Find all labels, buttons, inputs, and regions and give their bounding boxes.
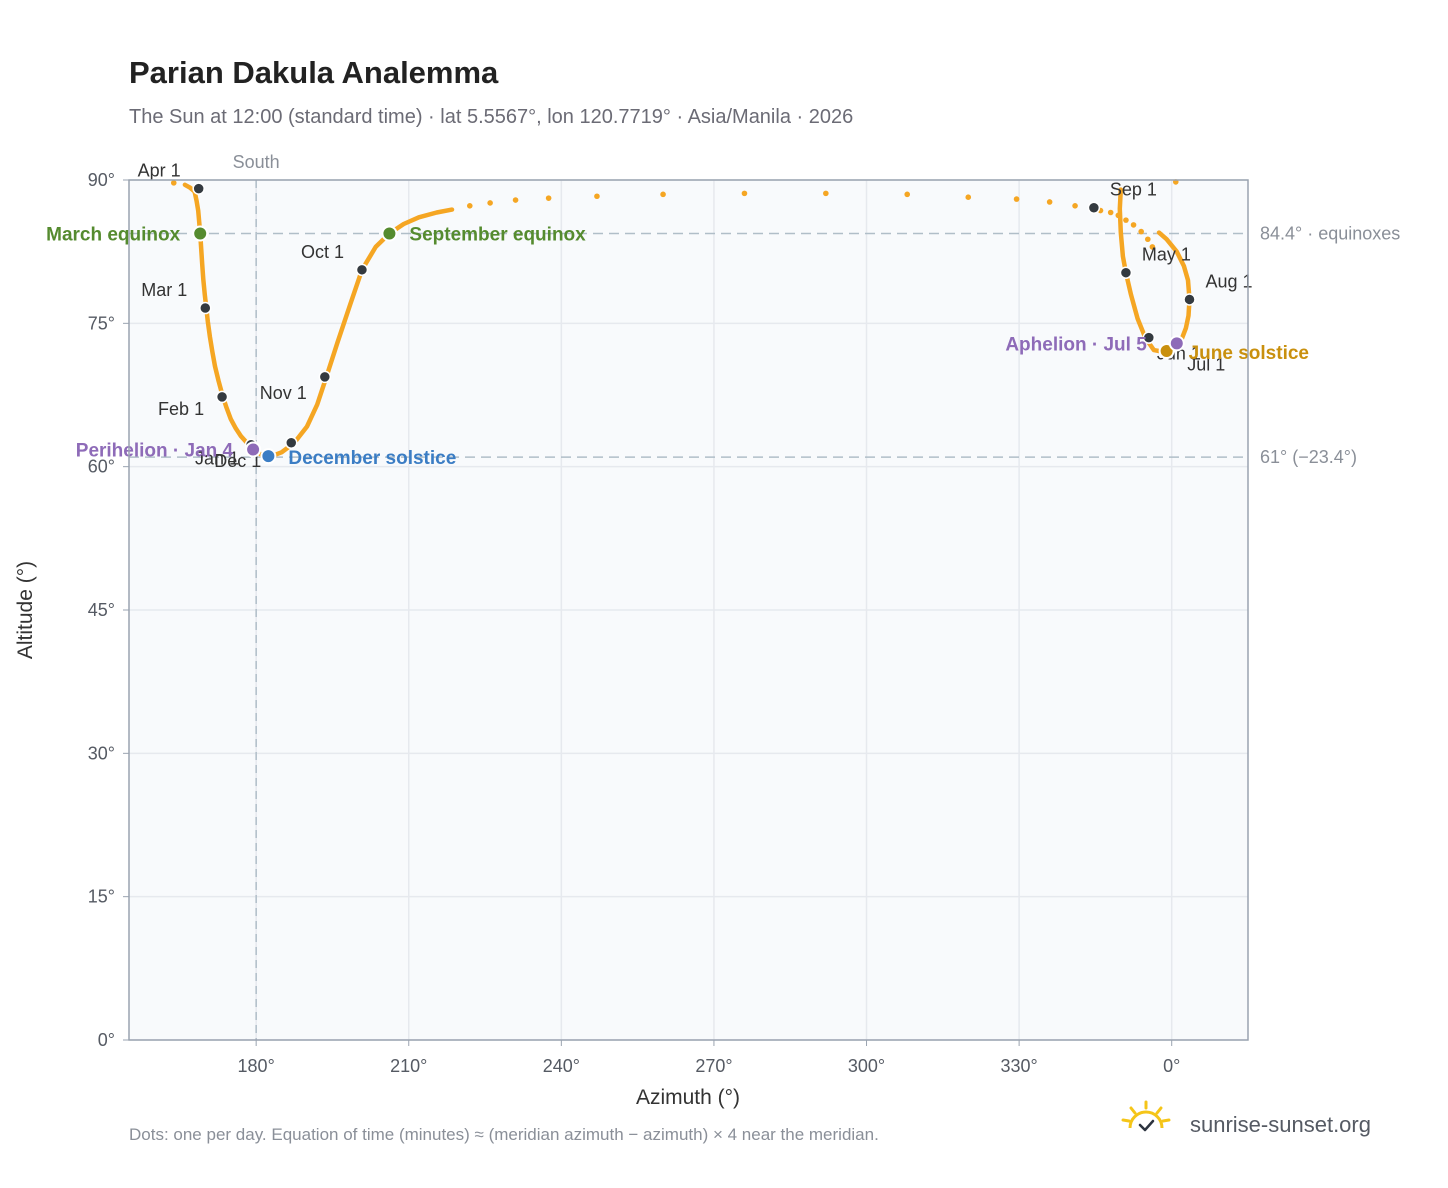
- month-label: Aug 1: [1206, 271, 1253, 291]
- month-label: Nov 1: [260, 383, 307, 403]
- month-marker-dot: [215, 390, 229, 404]
- daily-dot: [1144, 236, 1151, 243]
- reference-lines: South 84.4° · equinoxes 61° (−23.4°): [129, 152, 1400, 1040]
- y-tick-label: 15°: [88, 887, 115, 907]
- event-label: December solstice: [288, 448, 456, 469]
- month-marker-dot: [285, 436, 298, 450]
- daily-dot: [1149, 244, 1156, 250]
- y-tick-label: 60°: [88, 457, 115, 477]
- daily-dot: [660, 191, 666, 198]
- month-label: Sep 1: [1110, 180, 1157, 200]
- x-tick-label: 210°: [390, 1056, 427, 1076]
- daily-dot: [487, 200, 493, 206]
- event-label: Perihelion · Jan 4: [76, 440, 234, 461]
- y-tick-label: 90°: [88, 170, 115, 190]
- daily-dot: [965, 194, 972, 200]
- daily-dot: [170, 180, 177, 186]
- daily-dot: [1013, 196, 1020, 202]
- event-marker-dot: [1168, 335, 1185, 352]
- x-tick-label: 300°: [848, 1056, 885, 1076]
- daily-dot: [512, 197, 519, 203]
- month-marker-dot: [1119, 266, 1133, 279]
- month-label: Mar 1: [141, 280, 187, 300]
- month-marker-dot: [355, 263, 369, 277]
- x-tick-label: 240°: [543, 1056, 580, 1076]
- month-marker-dot: [1087, 201, 1101, 214]
- y-tick-label: 45°: [88, 600, 115, 620]
- month-label: Jan 1: [195, 449, 239, 469]
- daily-dot: [1107, 209, 1114, 216]
- daily-dot: [741, 190, 748, 197]
- y-tick-label: 0°: [98, 1030, 115, 1050]
- event-label: March equinox: [46, 225, 181, 246]
- daily-dot: [904, 191, 911, 198]
- month-label: Feb 1: [158, 399, 204, 419]
- month-label: May 1: [1142, 245, 1191, 265]
- analemma-path-south: [182, 182, 259, 454]
- month-label: Oct 1: [301, 242, 344, 262]
- chart-title: Parian Dakula Analemma: [129, 55, 499, 90]
- x-tick-label: 0°: [1163, 1056, 1180, 1076]
- event-label: June solstice: [1189, 343, 1309, 364]
- event-markers: March equinox September equinox December s…: [46, 225, 1309, 470]
- x-axis-title: Azimuth (°): [636, 1086, 740, 1109]
- south-label: South: [233, 152, 280, 172]
- altitude-reference-label: 61° (−23.4°): [1260, 447, 1357, 467]
- event-label: Aphelion · Jul 5: [1005, 334, 1147, 355]
- daily-dot: [545, 195, 552, 201]
- y-axis-title: Altitude (°): [14, 561, 37, 659]
- daily-dot: [1115, 212, 1122, 219]
- analemma-path-rise: [253, 207, 455, 459]
- daily-dot: [1123, 217, 1129, 223]
- brand-name: sunrise-sunset.org: [1190, 1112, 1371, 1137]
- axis-ticks: 180° 210° 240° 270° 300° 330° 0° 0° 15° 30° 45° 60°…: [88, 170, 1181, 1076]
- event-marker-dot: [381, 225, 398, 242]
- altitude-reference-label: 84.4° · equinoxes: [1260, 224, 1400, 244]
- y-tick-label: 30°: [88, 743, 115, 763]
- event-label: September equinox: [409, 225, 586, 246]
- y-tick-label: 75°: [88, 313, 115, 333]
- daily-dot: [1046, 199, 1053, 205]
- month-marker-dot: [1183, 293, 1196, 306]
- event-marker-dot: [192, 225, 209, 242]
- month-marker-dot: [192, 182, 205, 195]
- event-marker-dot: [260, 448, 277, 465]
- x-tick-label: 330°: [1000, 1056, 1037, 1076]
- daily-dot: [1072, 203, 1078, 209]
- daily-dot: [466, 203, 473, 209]
- x-tick-label: 180°: [238, 1056, 275, 1076]
- x-tick-label: 270°: [695, 1056, 732, 1076]
- daily-dot: [594, 193, 600, 200]
- daily-dot: [1138, 228, 1144, 235]
- month-label: Apr 1: [138, 161, 181, 181]
- month-marker-dot: [199, 301, 212, 315]
- daily-dot: [823, 190, 829, 197]
- month-marker-dot: [1142, 331, 1156, 344]
- event-marker-dot: [245, 441, 262, 458]
- daily-dot: [1130, 222, 1137, 228]
- chart-subtitle: The Sun at 12:00 (standard time) · lat 5…: [129, 106, 853, 128]
- footnote: Dots: one per day. Equation of time (min…: [129, 1125, 879, 1144]
- month-label: Jul 1: [1187, 354, 1225, 374]
- sun-logo-icon: [1121, 1100, 1171, 1132]
- month-marker-dot: [318, 370, 332, 384]
